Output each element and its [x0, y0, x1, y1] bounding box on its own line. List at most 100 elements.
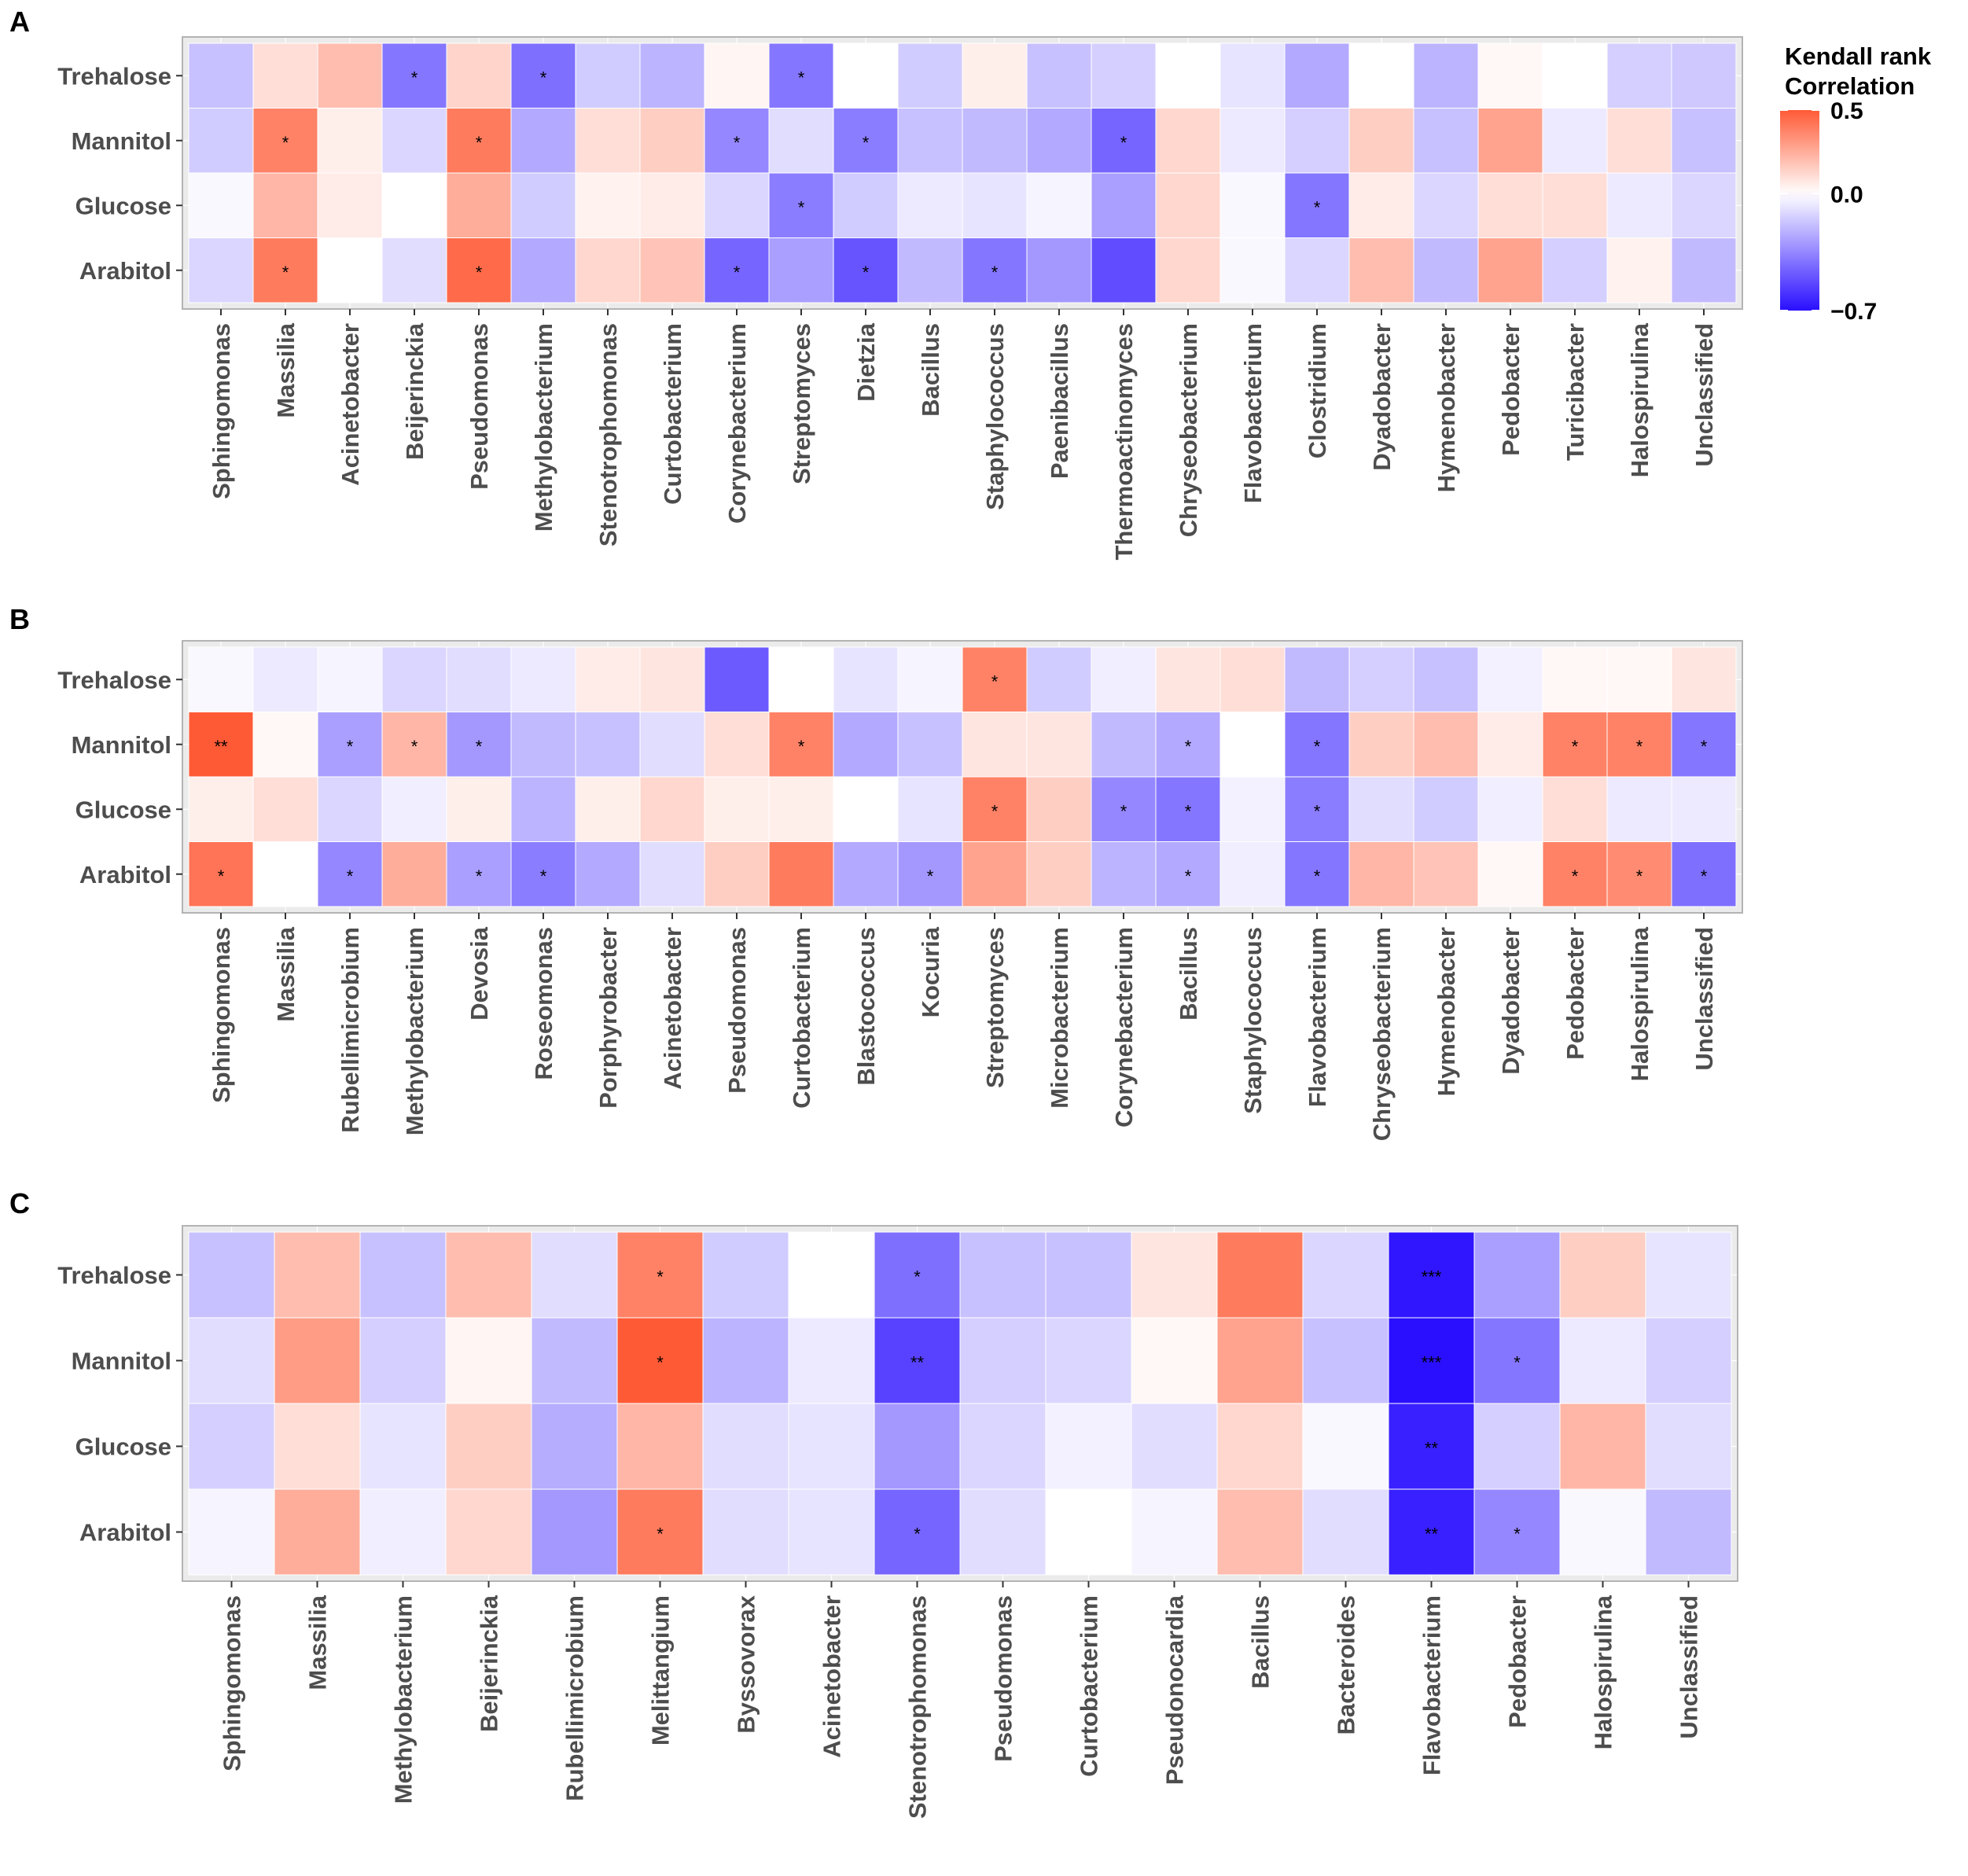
heatmap-cell	[1131, 1231, 1218, 1319]
heatmap-cell	[788, 1488, 875, 1576]
column-label: Pedobacter	[1562, 927, 1589, 1060]
heatmap-cell	[1542, 646, 1608, 712]
significance-mark: *	[798, 68, 805, 87]
column-label: Halospirulina	[1590, 1595, 1617, 1749]
heatmap-cell	[274, 1317, 361, 1404]
heatmap-cell-missing	[1045, 1488, 1132, 1576]
heatmap-cell	[381, 237, 447, 303]
heatmap-cell	[704, 712, 770, 778]
heatmap-cell	[1155, 237, 1221, 303]
significance-mark: **	[214, 737, 228, 756]
heatmap-cell	[1155, 841, 1221, 907]
heatmap-cell	[833, 237, 899, 303]
significance-mark: **	[1425, 1439, 1439, 1458]
heatmap-cell	[575, 712, 641, 778]
column-label: Acinetobacter	[659, 927, 686, 1090]
heatmap-cell	[1026, 42, 1092, 109]
heatmap-cell	[1348, 237, 1414, 303]
column-label: Staphylococcus	[1239, 927, 1267, 1114]
heatmap-cell	[274, 1488, 361, 1576]
heatmap-cell	[1473, 1488, 1561, 1576]
heatmap-cell	[1045, 1231, 1132, 1319]
column-label: Curtobacterium	[788, 927, 815, 1109]
heatmap-cell	[1216, 1403, 1304, 1490]
significance-mark: *	[798, 737, 805, 756]
significance-mark: *	[1636, 737, 1643, 756]
column-label: Rubellimicrobium	[561, 1595, 589, 1801]
significance-mark: *	[991, 263, 999, 282]
column-label: Bacteroides	[1333, 1595, 1360, 1734]
significance-mark: *	[347, 737, 354, 756]
heatmap-cell	[1131, 1488, 1218, 1576]
heatmap-cell	[531, 1231, 618, 1319]
column-label: Methylobacterium	[401, 927, 429, 1135]
heatmap-cell	[1045, 1403, 1132, 1490]
heatmap-cell	[639, 172, 705, 238]
heatmap-cell	[704, 237, 770, 303]
heatmap-cell	[962, 712, 1028, 778]
column-label: Thermoactinomyces	[1110, 323, 1138, 561]
column-label: Staphylococcus	[981, 323, 1009, 510]
column-label: Streptomyces	[981, 927, 1009, 1088]
heatmap-cell	[1477, 172, 1543, 238]
heatmap-cell	[317, 42, 383, 109]
legend-title-line1: Kendall rank	[1785, 42, 1932, 70]
significance-mark: *	[734, 133, 741, 153]
heatmap-cell	[1606, 108, 1672, 174]
column-label: Pedobacter	[1497, 323, 1525, 456]
column-label: Byssovorax	[733, 1595, 760, 1734]
heatmap-cell	[575, 42, 641, 109]
legend-tick-label: 0.0	[1830, 182, 1863, 208]
heatmap-cell	[1477, 237, 1543, 303]
column-label: Unclassified	[1676, 1595, 1703, 1739]
heatmap-cell	[874, 1231, 961, 1319]
heatmap-cell	[446, 841, 512, 907]
significance-mark: *	[1701, 737, 1708, 756]
column-label: Flavobacterium	[1418, 1595, 1446, 1775]
heatmap-cell	[381, 42, 447, 109]
significance-mark: *	[657, 1525, 664, 1544]
column-label: Acinetobacter	[818, 1595, 846, 1758]
heatmap-cell	[962, 646, 1028, 712]
heatmap-cell	[446, 646, 512, 712]
heatmap-cell	[1026, 712, 1092, 778]
heatmap-cell	[510, 841, 576, 907]
heatmap-cell	[1219, 108, 1286, 174]
significance-mark: *	[991, 801, 999, 821]
heatmap-cell	[510, 172, 576, 238]
column-label: Flavobacterium	[1304, 927, 1331, 1107]
heatmap-cell	[1026, 841, 1092, 907]
heatmap-cell	[704, 172, 770, 238]
column-label: Corynebacterium	[1110, 927, 1138, 1127]
significance-mark: *	[657, 1267, 664, 1287]
column-label: Stenotrophomonas	[904, 1595, 932, 1819]
heatmap-cell	[1284, 108, 1350, 174]
heatmap-cell	[1045, 1317, 1132, 1404]
heatmap-cell	[510, 776, 576, 842]
row-label: Glucose	[75, 796, 171, 823]
heatmap-cell	[1388, 1231, 1475, 1319]
significance-mark: *	[1314, 737, 1321, 756]
heatmap-cell	[252, 841, 318, 907]
heatmap-cell-missing	[1542, 42, 1608, 109]
column-label: Chryseobacterium	[1368, 927, 1396, 1141]
heatmap-cell	[510, 646, 576, 712]
heatmap-cell	[616, 1403, 704, 1490]
heatmap-cell	[188, 712, 254, 778]
column-label: Sphingomonas	[208, 927, 235, 1103]
column-label: Pseudonocardia	[1161, 1595, 1189, 1785]
column-label: Acinetobacter	[337, 323, 364, 486]
column-label: Beijerinckia	[401, 322, 429, 460]
heatmap-cell	[1645, 1317, 1732, 1404]
heatmap-cell	[1219, 172, 1286, 238]
heatmap-cell	[1348, 172, 1414, 238]
significance-mark: *	[734, 263, 741, 282]
column-label: Roseomonas	[530, 927, 557, 1080]
heatmap-cell	[1026, 776, 1092, 842]
heatmap-cell	[1091, 172, 1157, 238]
heatmap-cell	[1542, 841, 1608, 907]
heatmap-cell-missing	[833, 42, 899, 109]
heatmap-cell	[1302, 1403, 1389, 1490]
column-label: Massilia	[272, 322, 300, 418]
